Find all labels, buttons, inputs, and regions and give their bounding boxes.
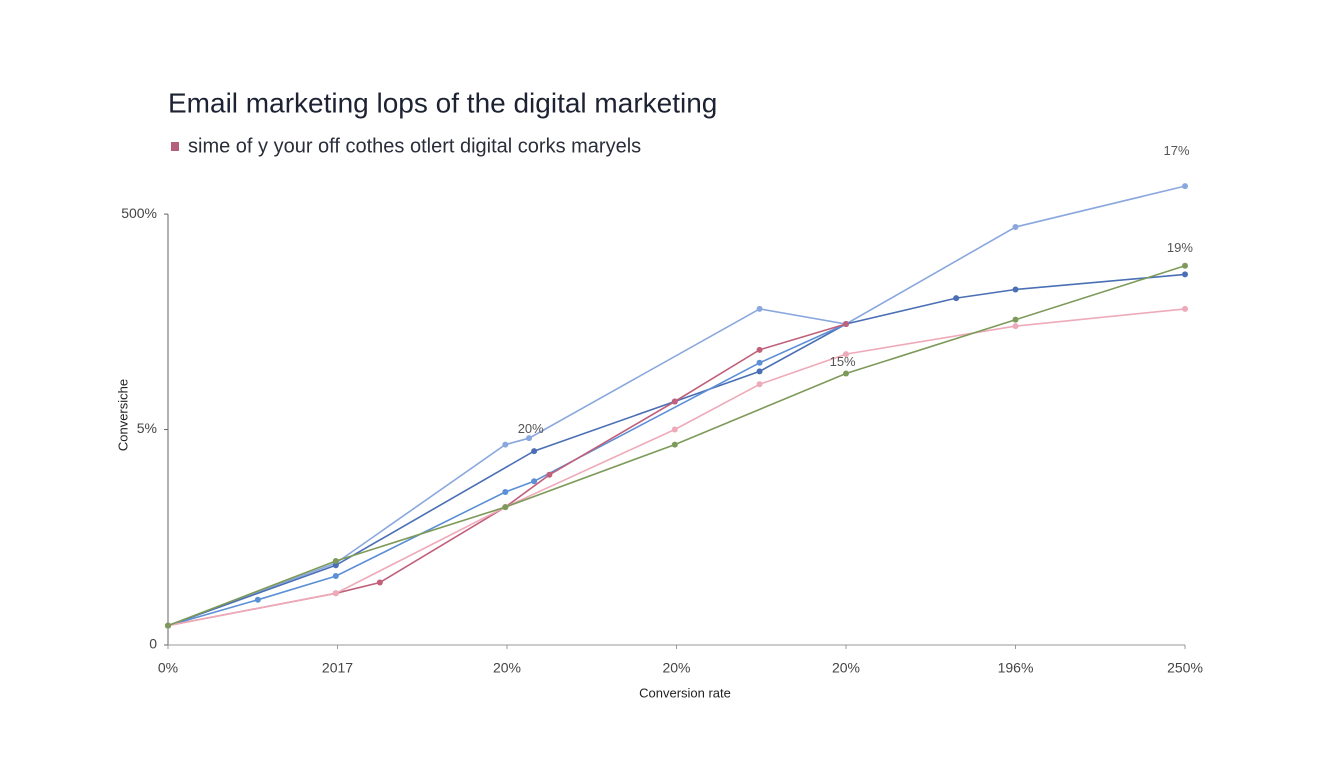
data-point xyxy=(332,562,339,569)
data-point xyxy=(332,573,339,580)
data-point xyxy=(502,489,509,496)
data-point xyxy=(1182,183,1188,190)
data-point xyxy=(843,370,849,377)
data-point xyxy=(671,398,678,405)
x-tick-label: 2017 xyxy=(322,660,353,676)
series-line xyxy=(167,273,1186,627)
data-point xyxy=(1182,271,1188,278)
data-point xyxy=(502,441,509,448)
data-point xyxy=(1012,286,1019,293)
data-point xyxy=(1012,323,1019,330)
data-point xyxy=(502,504,509,511)
data-point xyxy=(531,478,538,485)
annotation: 19% xyxy=(1167,240,1193,255)
x-tick-label: 20% xyxy=(662,660,690,676)
annotation: 20% xyxy=(518,421,544,436)
data-point xyxy=(843,351,849,358)
subtitle-marker xyxy=(171,142,179,151)
data-point xyxy=(953,295,960,302)
data-point xyxy=(756,346,763,353)
series-line xyxy=(167,308,1186,627)
x-tick-label: 250% xyxy=(1167,660,1203,676)
data-point xyxy=(546,471,553,478)
y-axis-label: Conversiche xyxy=(115,379,130,451)
x-tick-label: 20% xyxy=(493,660,521,676)
data-point xyxy=(671,441,678,448)
data-point xyxy=(332,557,339,564)
series-line xyxy=(167,323,847,627)
y-tick-label: 500% xyxy=(121,205,157,221)
annotation: 17% xyxy=(1164,143,1190,158)
x-tick-label: 0% xyxy=(158,660,178,676)
x-tick-label: 20% xyxy=(832,660,860,676)
data-point xyxy=(531,448,538,455)
data-point xyxy=(756,359,763,366)
data-point xyxy=(1012,224,1019,231)
series-line xyxy=(167,185,1186,627)
data-point xyxy=(671,426,678,433)
y-tick-label: 0 xyxy=(149,636,157,652)
data-point xyxy=(1182,262,1188,269)
y-tick-label: 5% xyxy=(137,420,157,436)
data-point xyxy=(756,381,763,388)
data-point xyxy=(376,579,383,586)
data-point xyxy=(332,590,339,597)
data-point xyxy=(1012,316,1019,323)
chart-title: Email marketing lops of the digital mark… xyxy=(168,87,717,118)
data-point xyxy=(165,622,171,629)
x-tick-label: 196% xyxy=(998,660,1034,676)
data-point xyxy=(526,435,533,442)
data-point xyxy=(756,305,763,312)
data-point xyxy=(843,320,849,327)
chart-subtitle: sime of y your off cothes otlert digital… xyxy=(188,135,641,157)
data-point xyxy=(254,596,261,603)
data-point xyxy=(1182,305,1188,312)
data-point xyxy=(756,368,763,375)
series-line xyxy=(167,323,847,627)
annotation: 15% xyxy=(830,354,856,369)
x-axis-label: Conversion rate xyxy=(639,685,731,700)
